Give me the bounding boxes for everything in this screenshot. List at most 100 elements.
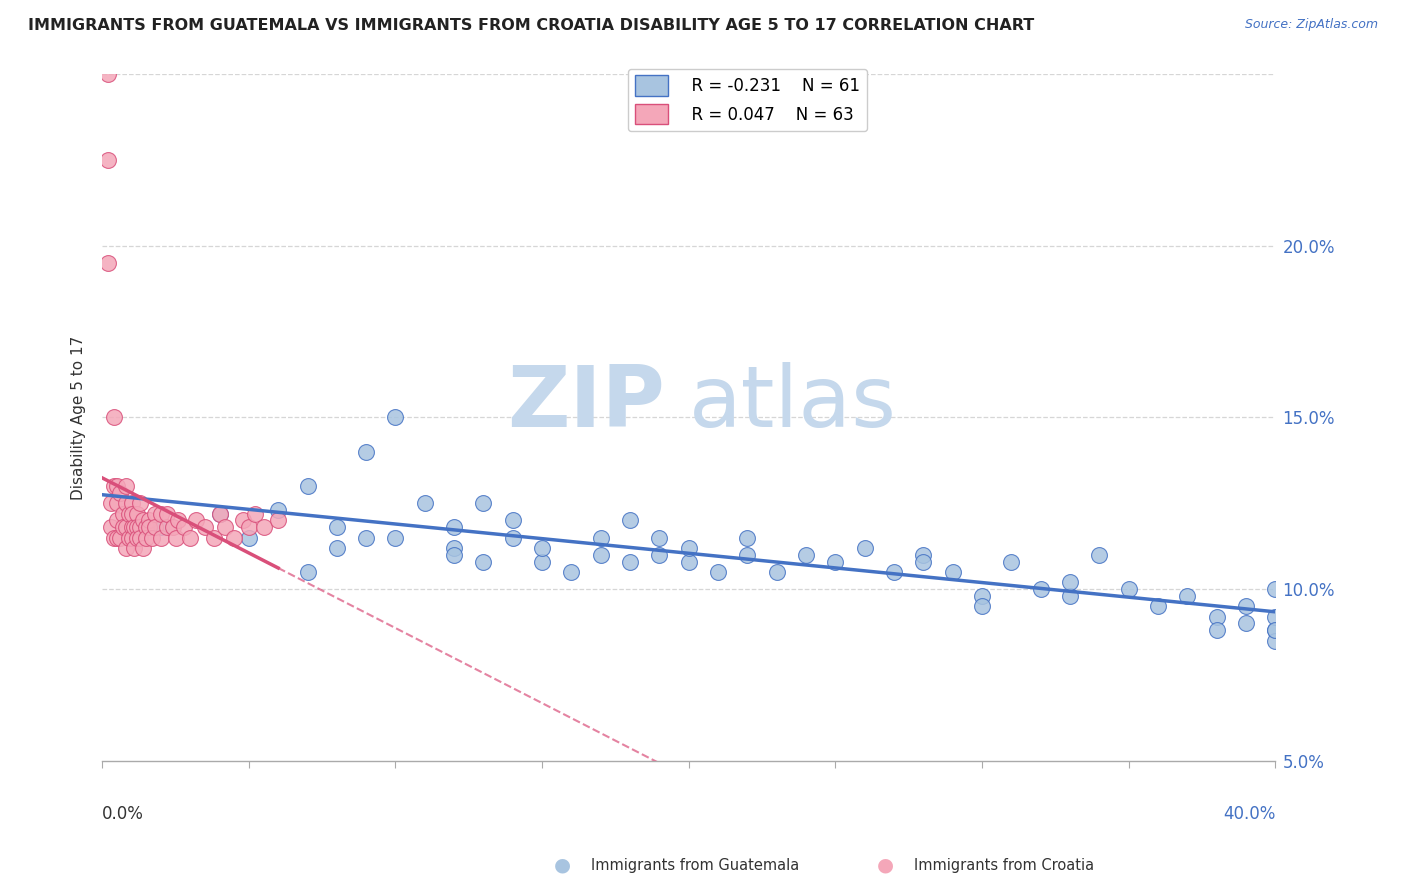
Point: [105, 531, 128, 545]
Point: [1234, 599, 1257, 614]
Point: [942, 565, 965, 579]
Point: [132, 541, 155, 555]
Point: [970, 599, 993, 614]
Point: [103, 479, 125, 493]
Text: 40.0%: 40.0%: [1223, 805, 1275, 823]
Point: [114, 496, 136, 510]
Point: [443, 548, 465, 562]
Text: ●: ●: [554, 855, 571, 875]
Point: [619, 555, 641, 569]
Point: [737, 548, 759, 562]
Point: [114, 479, 136, 493]
Point: [143, 520, 166, 534]
Y-axis label: Disability Age 5 to 17: Disability Age 5 to 17: [72, 335, 86, 500]
Point: [103, 410, 125, 425]
Point: [384, 531, 406, 545]
Point: [135, 531, 157, 545]
Point: [1264, 582, 1286, 596]
Point: [108, 486, 131, 500]
Point: [1205, 624, 1227, 638]
Point: [737, 531, 759, 545]
Point: [156, 520, 179, 534]
Point: [765, 565, 787, 579]
Point: [103, 531, 125, 545]
Point: [472, 555, 495, 569]
Point: [149, 531, 172, 545]
Point: [443, 520, 465, 534]
Point: [127, 507, 149, 521]
Point: [238, 520, 260, 534]
Point: [232, 513, 254, 527]
Point: [1264, 609, 1286, 624]
Point: [97, 153, 120, 167]
Point: [129, 520, 152, 534]
Point: [149, 507, 172, 521]
Point: [162, 520, 184, 534]
Point: [167, 513, 190, 527]
Point: [1264, 633, 1286, 648]
Point: [156, 507, 179, 521]
Point: [117, 507, 139, 521]
Point: [97, 256, 120, 270]
Point: [560, 565, 582, 579]
Point: [970, 589, 993, 603]
Point: [121, 520, 143, 534]
Point: [794, 548, 817, 562]
Point: [267, 503, 290, 517]
Point: [1059, 589, 1081, 603]
Point: [141, 531, 163, 545]
Point: [413, 496, 436, 510]
Point: [105, 479, 128, 493]
Legend:   R = -0.231    N = 61,   R = 0.047    N = 63: R = -0.231 N = 61, R = 0.047 N = 63: [628, 69, 868, 131]
Point: [619, 513, 641, 527]
Point: [384, 410, 406, 425]
Point: [297, 565, 319, 579]
Point: [129, 531, 152, 545]
Point: [472, 496, 495, 510]
Point: [1029, 582, 1052, 596]
Point: [1088, 548, 1111, 562]
Point: [105, 496, 128, 510]
Point: [143, 507, 166, 521]
Point: [589, 548, 612, 562]
Point: [531, 555, 554, 569]
Text: Source: ZipAtlas.com: Source: ZipAtlas.com: [1244, 18, 1378, 31]
Point: [354, 531, 377, 545]
Point: [912, 548, 935, 562]
Point: [138, 520, 160, 534]
Point: [114, 541, 136, 555]
Point: [326, 541, 349, 555]
Point: [1264, 624, 1286, 638]
Text: ●: ●: [877, 855, 894, 875]
Point: [853, 541, 876, 555]
Point: [149, 520, 172, 534]
Point: [138, 513, 160, 527]
Text: Immigrants from Croatia: Immigrants from Croatia: [914, 858, 1094, 872]
Point: [912, 555, 935, 569]
Point: [124, 541, 146, 555]
Point: [267, 513, 290, 527]
Text: 0.0%: 0.0%: [103, 805, 143, 823]
Point: [124, 520, 146, 534]
Point: [1234, 616, 1257, 631]
Point: [326, 520, 349, 534]
Point: [1147, 599, 1170, 614]
Point: [121, 531, 143, 545]
Point: [224, 531, 246, 545]
Point: [97, 67, 120, 81]
Point: [127, 520, 149, 534]
Point: [354, 444, 377, 458]
Point: [502, 531, 524, 545]
Point: [883, 565, 905, 579]
Point: [121, 496, 143, 510]
Point: [1118, 582, 1140, 596]
Point: [208, 507, 231, 521]
Point: [252, 520, 274, 534]
Point: [129, 496, 152, 510]
Text: ZIP: ZIP: [508, 362, 665, 445]
Point: [105, 513, 128, 527]
Point: [589, 531, 612, 545]
Point: [502, 513, 524, 527]
Point: [214, 520, 236, 534]
Point: [111, 520, 134, 534]
